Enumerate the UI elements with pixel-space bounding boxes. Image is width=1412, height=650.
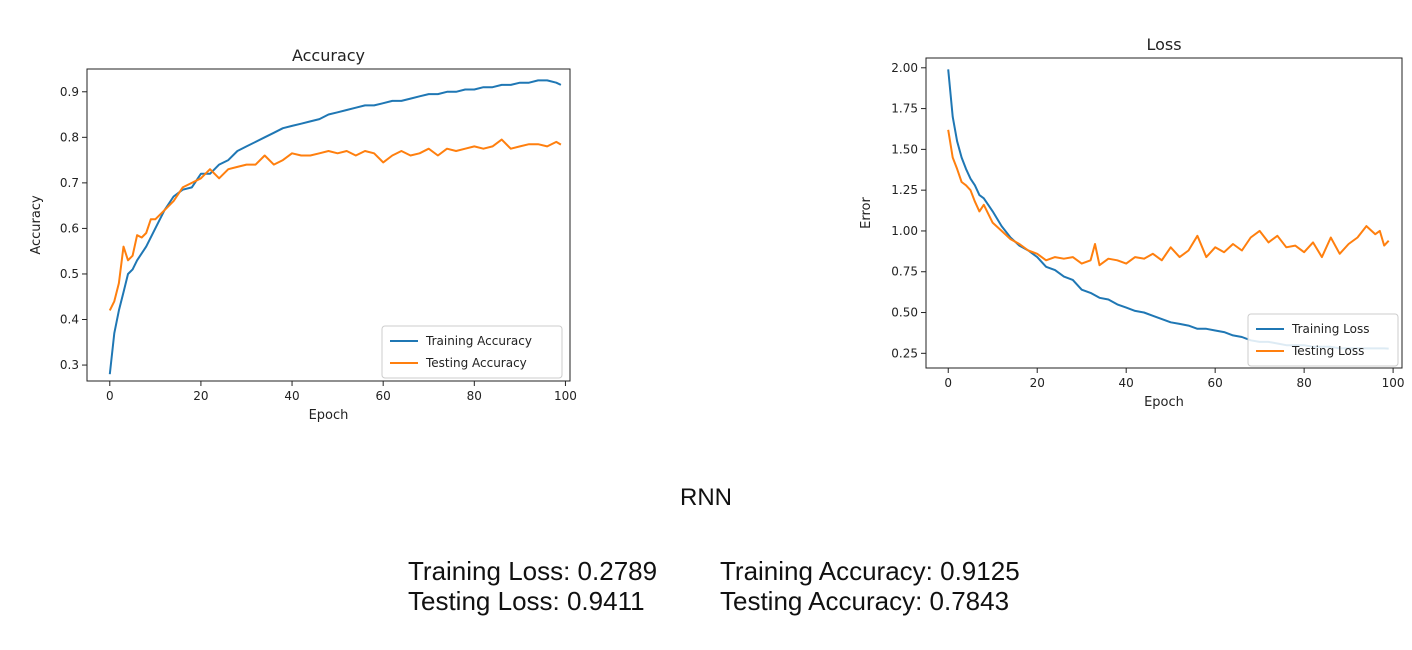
x-tick-label: 80 [467, 389, 482, 403]
series-line-training-accuracy [108, 79, 562, 375]
accuracy-chart: Accuracy 0 20 40 60 80 100 0.3 0.4 0.5 0.6 0.7 0.8 0.… [29, 46, 577, 423]
legend-box [1247, 313, 1399, 367]
y-tick-label: 0.50 [891, 306, 918, 320]
training-loss-value: Training Loss: 0.2789 [408, 556, 658, 586]
accuracy-metrics: Training Accuracy: 0.9125 Testing Accura… [720, 556, 1020, 616]
x-tick-label: 40 [1119, 376, 1134, 390]
plot-frame [925, 57, 1403, 369]
x-tick-label: 100 [1382, 376, 1405, 390]
y-tick-label: 0.5 [60, 267, 79, 281]
chart-title: Loss [1146, 35, 1181, 54]
y-tick-label: 0.7 [60, 176, 79, 190]
x-tick-label: 20 [1030, 376, 1045, 390]
y-axis-label: Error [859, 197, 874, 229]
testing-accuracy-value: Testing Accuracy: 0.7843 [720, 586, 1010, 616]
y-tick-label: 0.4 [60, 313, 79, 327]
x-tick-label: 60 [1208, 376, 1223, 390]
y-tick-label: 0.6 [60, 221, 79, 235]
y-tick-label: 0.8 [60, 130, 79, 144]
x-axis-label: Epoch [309, 408, 349, 423]
series-line-testing-loss [947, 129, 1390, 267]
series-line-training-loss [947, 69, 1389, 350]
y-tick-label: 1.75 [891, 102, 918, 116]
x-axis-label: Epoch [1144, 395, 1184, 410]
x-tick-label: 80 [1296, 376, 1311, 390]
chart-title: Accuracy [292, 46, 365, 65]
y-tick-label: 0.75 [891, 265, 918, 279]
y-tick-label: 1.50 [891, 142, 918, 156]
legend-entry: Testing Loss [1291, 344, 1364, 358]
legend: Training Loss Testing Loss [1247, 313, 1399, 367]
testing-loss-value: Testing Loss: 0.9411 [408, 586, 645, 616]
legend-box [381, 325, 563, 379]
y-tick-label: 0.25 [891, 346, 918, 360]
x-tick-label: 20 [193, 389, 208, 403]
x-tick-label: 0 [106, 389, 114, 403]
x-tick-label: 100 [554, 389, 577, 403]
y-tick-label: 0.9 [60, 85, 79, 99]
y-tick-label: 1.00 [891, 224, 918, 238]
loss-chart: Loss 0 20 40 60 80 100 0.25 0.50 0.75 1.00 1.25 1.50… [859, 35, 1405, 410]
y-tick-label: 0.3 [60, 358, 79, 372]
training-accuracy-value: Training Accuracy: 0.9125 [720, 556, 1020, 586]
legend-entry: Testing Accuracy [425, 356, 527, 370]
loss-metrics: Training Loss: 0.2789 Testing Loss: 0.94… [408, 556, 657, 616]
legend-entry: Training Accuracy [425, 334, 532, 348]
x-tick-label: 60 [376, 389, 391, 403]
y-tick-label: 1.25 [891, 183, 918, 197]
y-tick-label: 2.00 [891, 61, 918, 75]
plot-frame [86, 68, 571, 382]
x-tick-label: 0 [944, 376, 952, 390]
legend: Training Accuracy Testing Accuracy [381, 325, 563, 379]
model-caption: RNN [680, 484, 732, 511]
legend-entry: Training Loss [1291, 322, 1369, 336]
x-tick-label: 40 [284, 389, 299, 403]
series-line-testing-accuracy [108, 138, 562, 311]
y-axis-label: Accuracy [29, 195, 44, 255]
